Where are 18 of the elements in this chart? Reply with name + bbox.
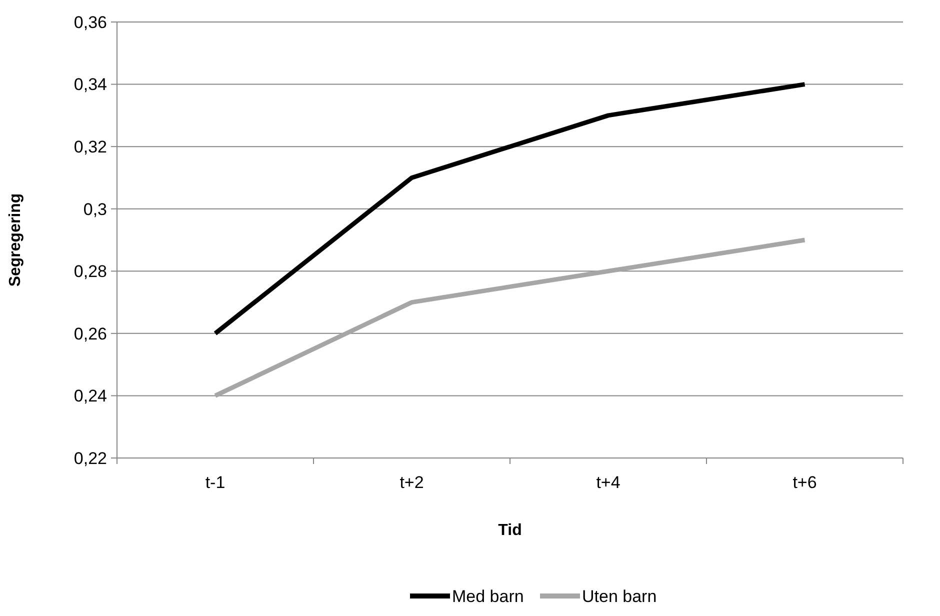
y-tick-label: 0,28: [74, 262, 107, 282]
legend-label: Uten barn: [582, 586, 657, 606]
y-tick-label: 0,26: [74, 324, 107, 344]
y-tick-label: 0,32: [74, 138, 107, 157]
y-tick-label: 0,22: [74, 448, 107, 468]
line-series: [213, 238, 807, 398]
x-tick-label: t+4: [596, 473, 620, 492]
y-tick-label: 0,36: [74, 12, 107, 32]
x-axis-title: Tid: [498, 522, 522, 539]
y-tick-label: 0,34: [74, 75, 107, 94]
x-tick-label: t+6: [792, 473, 817, 492]
x-tick-label: t-1: [205, 473, 226, 492]
y-axis-title: Segregering: [7, 193, 24, 287]
y-tick-label: 0,24: [74, 386, 107, 406]
legend-label: Med barn: [452, 586, 524, 606]
line-series: [213, 82, 807, 336]
x-tick-label: t+2: [400, 473, 424, 492]
y-tick-label: 0,3: [83, 200, 107, 219]
